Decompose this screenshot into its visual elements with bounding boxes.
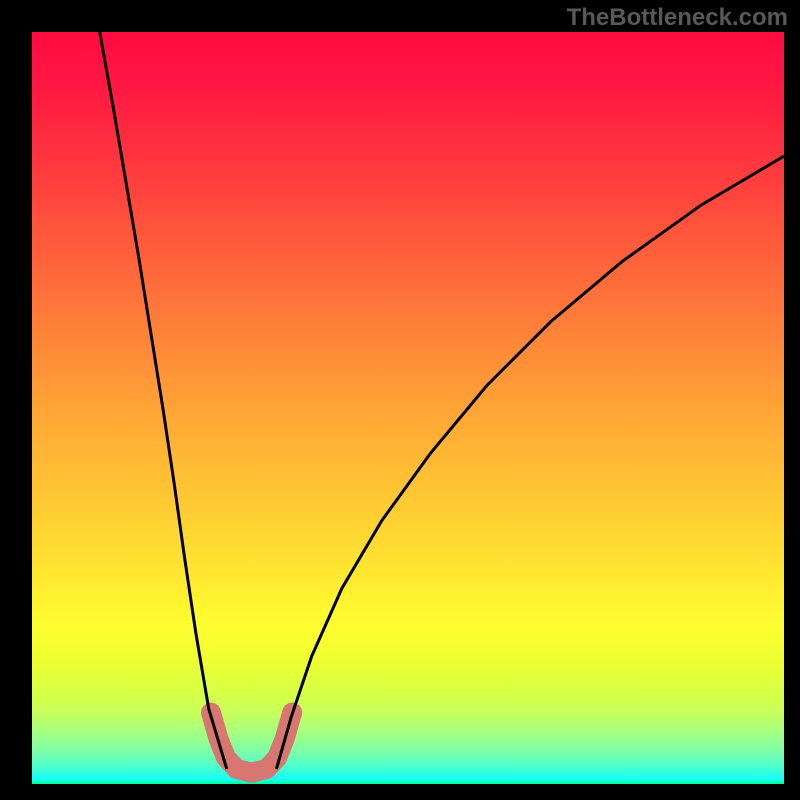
bottleneck-chart [32, 32, 784, 784]
chart-frame [32, 32, 784, 784]
watermark-text: TheBottleneck.com [567, 4, 788, 32]
gradient-background [32, 32, 784, 784]
